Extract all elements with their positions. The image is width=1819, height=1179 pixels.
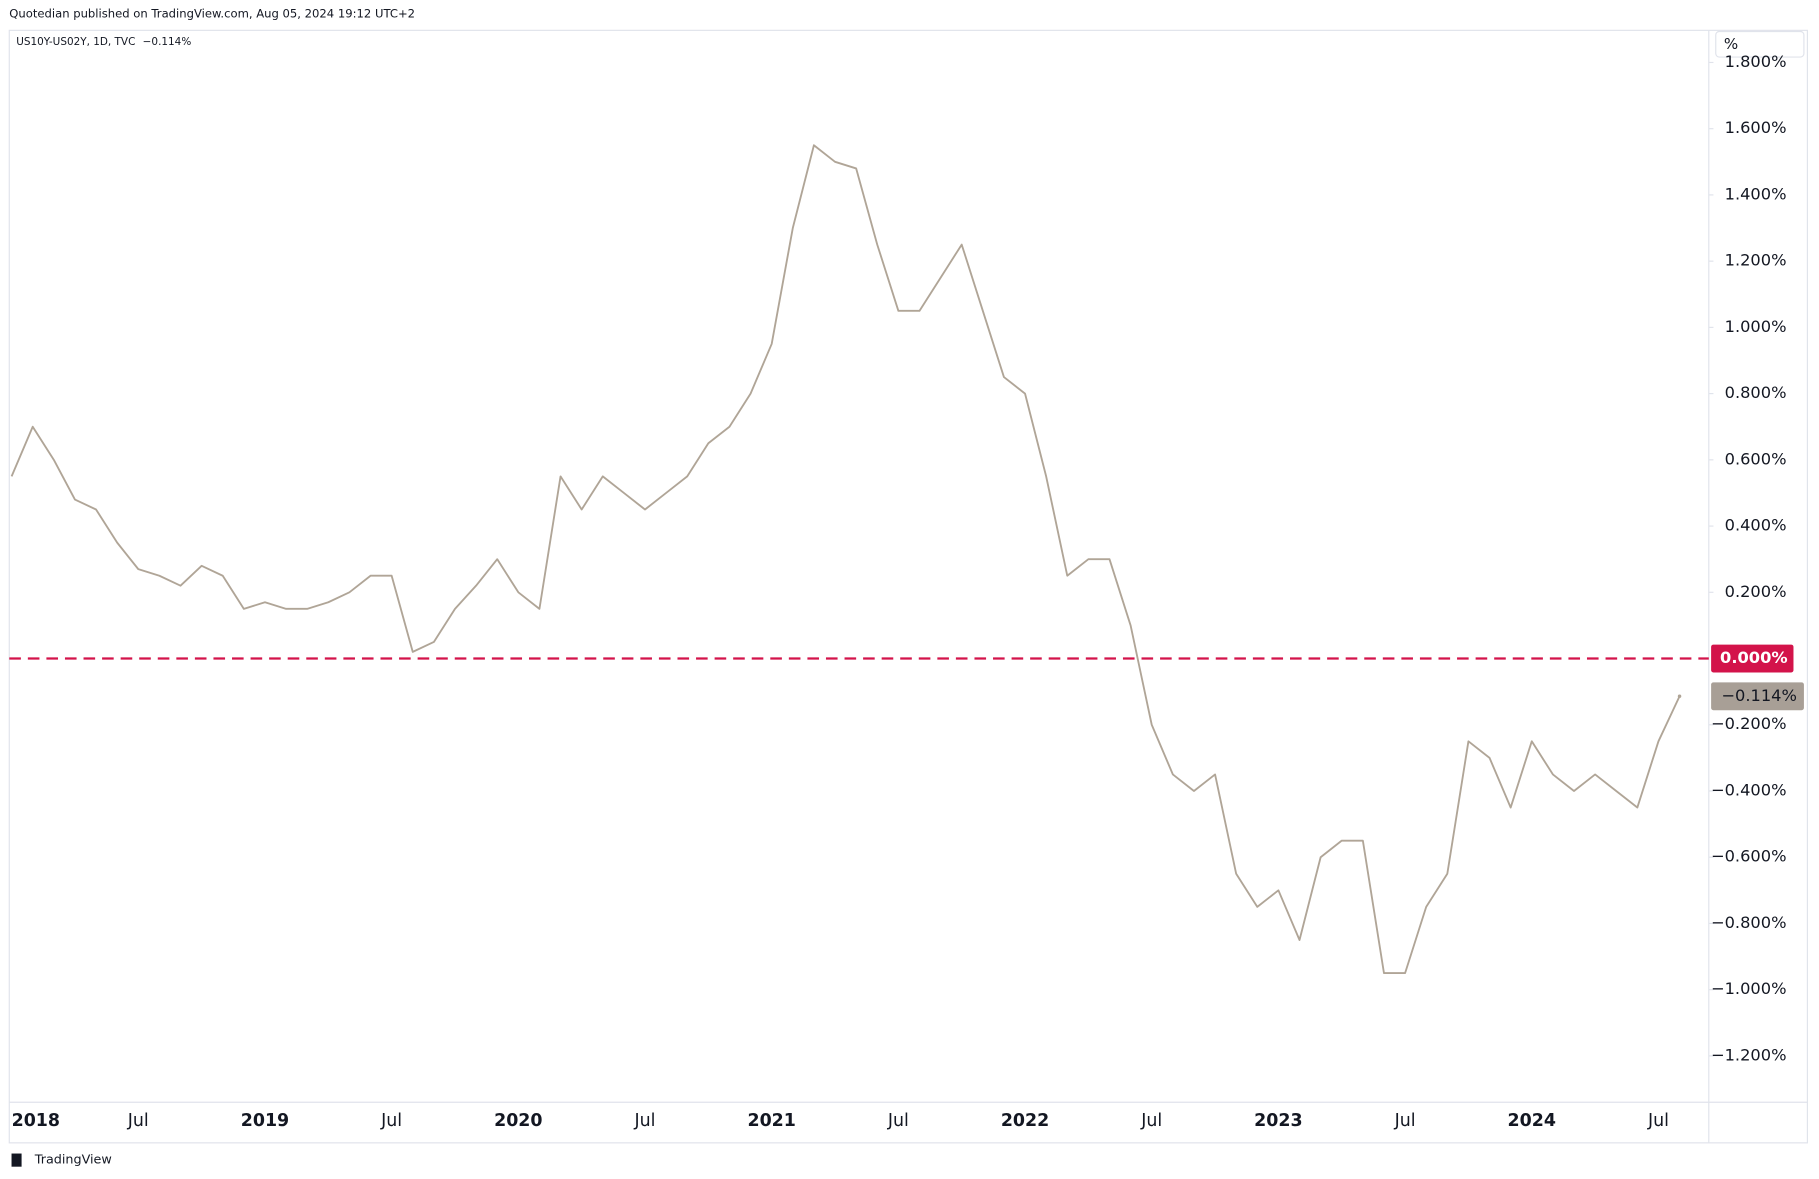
last-value: −0.114% — [143, 36, 192, 48]
scale-button-label[interactable]: % — [1724, 35, 1738, 53]
y-tick-label: −1.200% — [1711, 1045, 1787, 1064]
x-tick-label: Jul — [1647, 1111, 1669, 1131]
last-point — [1677, 694, 1682, 699]
x-tick-label: 2021 — [747, 1111, 795, 1131]
reference-label: 0.000% — [1720, 648, 1788, 667]
y-tick-label: −0.200% — [1711, 714, 1787, 733]
y-tick-label: −0.400% — [1711, 780, 1787, 799]
y-tick-label: 1.600% — [1725, 118, 1787, 137]
y-tick-label: 0.200% — [1725, 582, 1787, 601]
publisher: Quotedian published on TradingView.com, … — [9, 7, 415, 21]
reference-label-box — [1711, 644, 1794, 673]
x-tick-label: 2022 — [1001, 1111, 1049, 1131]
y-tick-label: 1.000% — [1725, 317, 1787, 336]
y-tick-label: −0.800% — [1711, 913, 1787, 932]
y-tick-label: 0.800% — [1725, 383, 1787, 402]
x-tick-label: Jul — [380, 1111, 402, 1131]
y-tick-label: 1.400% — [1725, 184, 1787, 203]
brand: TradingView — [34, 1153, 112, 1168]
x-tick-label: Jul — [1140, 1111, 1162, 1131]
y-tick-label: 0.600% — [1725, 449, 1787, 468]
x-tick-label: Jul — [127, 1111, 149, 1131]
symbol: US10Y-US02Y, 1D, TVC — [16, 36, 135, 48]
y-tick-label: 1.800% — [1725, 52, 1787, 71]
x-tick-label: 2019 — [241, 1111, 289, 1131]
scale-button[interactable] — [1715, 30, 1805, 58]
x-tick-label: 2018 — [12, 1111, 60, 1131]
last-label: −0.114% — [1721, 686, 1797, 705]
data-line — [10, 144, 1681, 975]
frame — [8, 29, 1808, 1144]
y-tick-label: 1.200% — [1725, 251, 1787, 270]
y-tick-label: 0.400% — [1725, 516, 1787, 535]
y-tick-label: −0.600% — [1711, 847, 1787, 866]
x-tick-label: 2020 — [494, 1111, 542, 1131]
x-tick-label: Jul — [1394, 1111, 1416, 1131]
x-tick-label: 2023 — [1254, 1111, 1302, 1131]
x-tick-label: Jul — [634, 1111, 656, 1131]
y-tick-label: −1.000% — [1711, 979, 1787, 998]
brand-logo: ▇ — [11, 1153, 22, 1168]
x-tick-label: 2024 — [1508, 1111, 1556, 1131]
x-tick-label: Jul — [887, 1111, 909, 1131]
last-label-box — [1711, 682, 1804, 711]
